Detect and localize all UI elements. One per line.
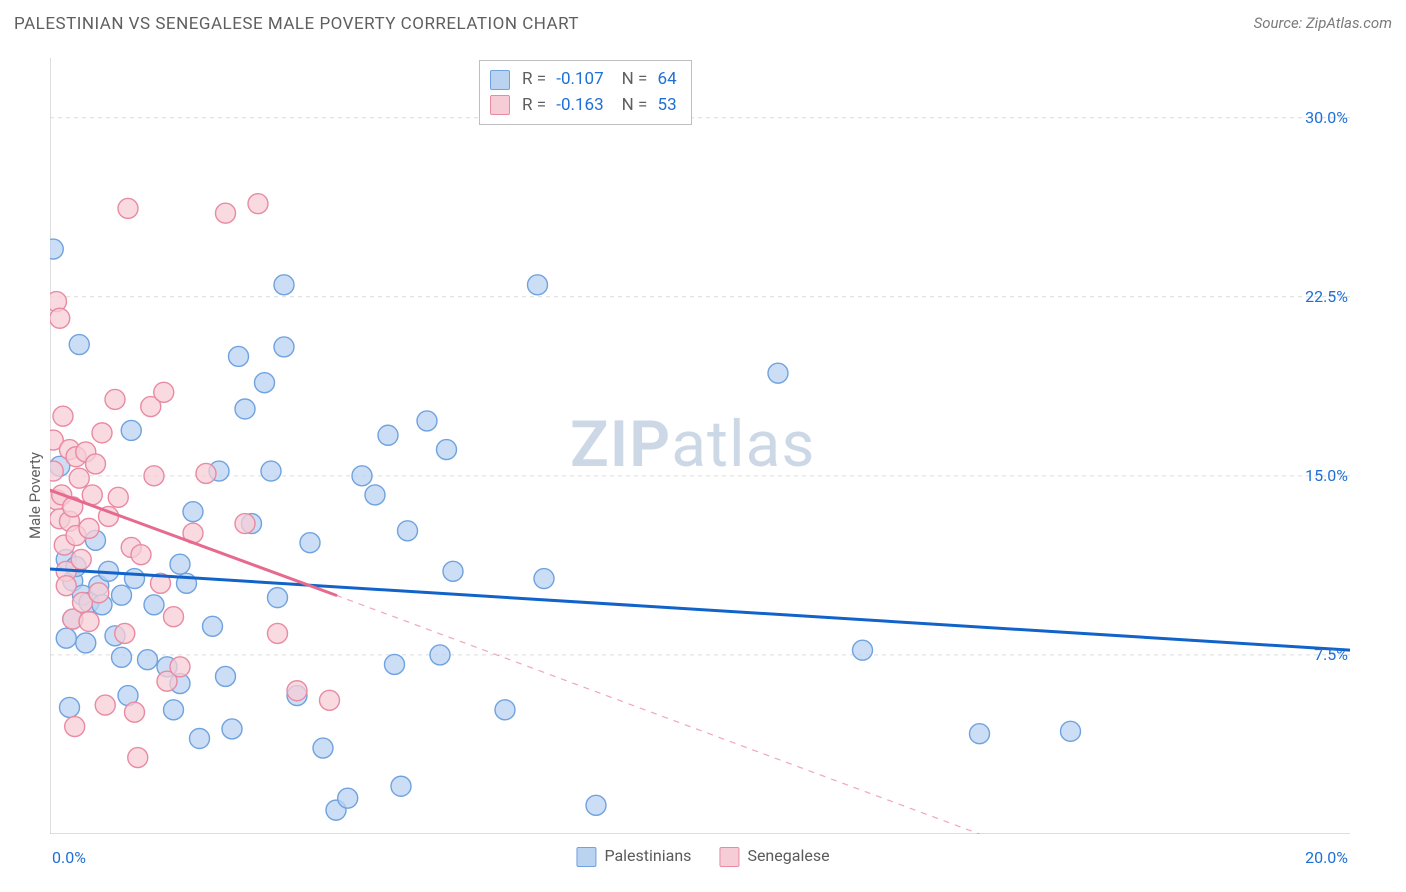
legend-swatch-icon bbox=[719, 847, 739, 867]
y-tick-label: 30.0% bbox=[1305, 108, 1348, 127]
stat-r-value: -0.107 bbox=[552, 67, 604, 93]
y-tick-label: 22.5% bbox=[1305, 287, 1348, 306]
chart-title: PALESTINIAN VS SENEGALESE MALE POVERTY C… bbox=[14, 14, 579, 34]
x-tick-label: 0.0% bbox=[52, 848, 86, 867]
stat-swatch-icon bbox=[490, 70, 510, 90]
scatter-plot-svg bbox=[50, 58, 1350, 834]
stat-row-palestinians: R = -0.107 N = 64 bbox=[490, 67, 677, 93]
legend-label: Palestinians bbox=[604, 846, 691, 865]
y-tick-label: 7.5% bbox=[1314, 645, 1348, 664]
legend-item-palestinians: Palestinians bbox=[576, 846, 691, 867]
stat-n-label: N = bbox=[622, 93, 648, 119]
legend-item-senegalese: Senegalese bbox=[719, 846, 829, 867]
stat-r-value: -0.163 bbox=[552, 93, 604, 119]
legend-swatch-icon bbox=[576, 847, 596, 867]
stat-r-label: R = bbox=[522, 67, 546, 93]
series-legend: Palestinians Senegalese bbox=[576, 846, 829, 867]
stat-row-senegalese: R = -0.163 N = 53 bbox=[490, 93, 677, 119]
y-tick-label: 15.0% bbox=[1305, 466, 1348, 485]
legend-label: Senegalese bbox=[747, 846, 829, 865]
stat-n-label: N = bbox=[622, 67, 648, 93]
x-tick-label: 20.0% bbox=[1305, 848, 1348, 867]
stat-r-label: R = bbox=[522, 93, 546, 119]
stat-swatch-icon bbox=[490, 95, 510, 115]
correlation-stats-box: R = -0.107 N = 64 R = -0.163 N = 53 bbox=[479, 60, 692, 125]
stat-n-value: 64 bbox=[653, 67, 676, 93]
chart-plot-area: ZIPatlas R = -0.107N = 64R = -0.163N = 5… bbox=[50, 58, 1350, 834]
source-label: Source: ZipAtlas.com bbox=[1254, 14, 1392, 32]
stat-n-value: 53 bbox=[653, 93, 676, 119]
y-axis-label: Male Poverty bbox=[26, 452, 44, 539]
